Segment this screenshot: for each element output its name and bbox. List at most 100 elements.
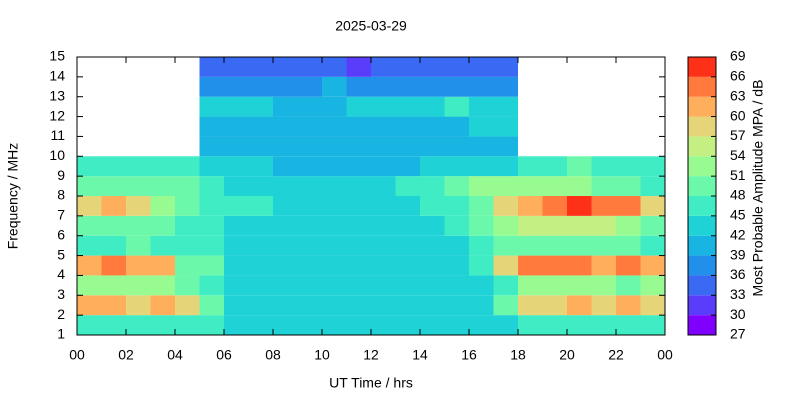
heatmap-cell: [371, 96, 396, 117]
heatmap-cell: [248, 57, 273, 77]
heatmap-cell: [248, 156, 273, 177]
heatmap-cell: [101, 156, 126, 177]
colorbar-label: Most Probable Amplitude MPA / dB: [750, 80, 766, 297]
heatmap-cell: [469, 215, 494, 236]
x-tick-label: 02: [118, 347, 134, 363]
heatmap-cell: [518, 196, 543, 216]
heatmap-cell: [322, 57, 347, 77]
heatmap-cell: [346, 57, 371, 77]
heatmap-cell: [346, 176, 371, 196]
heatmap-cell: [199, 136, 224, 157]
heatmap-cell: [371, 295, 396, 316]
heatmap-cell: [101, 255, 126, 276]
colorbar-tick-label: 63: [730, 87, 746, 103]
heatmap-cell: [346, 96, 371, 117]
heatmap-cell: [101, 196, 126, 216]
heatmap-cell: [567, 235, 592, 256]
heatmap-cell: [493, 196, 518, 216]
heatmap-cell: [395, 156, 420, 177]
heatmap-cell: [346, 196, 371, 216]
heatmap-cell: [322, 235, 347, 256]
colorbar-tick-label: 66: [730, 68, 746, 84]
heatmap-cell: [297, 295, 322, 316]
heatmap-cell: [199, 57, 224, 77]
heatmap-cell: [395, 116, 420, 137]
heatmap-cell: [126, 196, 151, 216]
heatmap-cell: [126, 255, 151, 276]
heatmap-cell: [616, 235, 641, 256]
heatmap-cell: [469, 116, 494, 137]
heatmap-cell: [469, 235, 494, 256]
x-tick-label: 14: [412, 347, 428, 363]
heatmap-cell: [77, 235, 102, 256]
heatmap-cell: [420, 196, 445, 216]
heatmap-cell: [297, 57, 322, 77]
heatmap-cell: [493, 57, 518, 77]
heatmap-cell: [444, 255, 469, 276]
heatmap-cell: [101, 215, 126, 236]
heatmap-cell: [199, 215, 224, 236]
heatmap-cell: [248, 116, 273, 137]
x-tick-label: 04: [167, 347, 183, 363]
y-tick-label: 6: [57, 226, 65, 242]
heatmap-cell: [199, 176, 224, 196]
heatmap-cell: [420, 255, 445, 276]
heatmap-cell: [444, 215, 469, 236]
heatmap-cell: [175, 295, 200, 316]
heatmap-cell: [591, 196, 616, 216]
heatmap-cell: [346, 215, 371, 236]
heatmap-cell: [616, 295, 641, 316]
heatmap-cell: [493, 315, 518, 335]
heatmap-cell: [371, 176, 396, 196]
heatmap-cell: [126, 275, 151, 296]
heatmap-cell: [224, 255, 249, 276]
heatmap-cell: [101, 315, 126, 335]
heatmap-cell: [150, 156, 175, 177]
heatmap-cell: [444, 275, 469, 296]
heatmap-cell: [346, 235, 371, 256]
heatmap-cell: [444, 76, 469, 97]
heatmap-cell: [199, 295, 224, 316]
heatmap-cell: [150, 315, 175, 335]
heatmap-cell: [297, 215, 322, 236]
heatmap-cell: [640, 315, 665, 335]
x-tick-label: 00: [69, 347, 85, 363]
heatmap-cell: [493, 176, 518, 196]
heatmap-cell: [395, 255, 420, 276]
heatmap-cell: [126, 295, 151, 316]
heatmap-cell: [395, 196, 420, 216]
heatmap-cell: [591, 315, 616, 335]
colorbar-band: [688, 156, 716, 177]
heatmap-cell: [395, 96, 420, 117]
heatmap-cell: [297, 196, 322, 216]
y-tick-label: 11: [50, 127, 65, 143]
heatmap-cell: [640, 176, 665, 196]
heatmap-cell: [420, 57, 445, 77]
heatmap-cell: [322, 156, 347, 177]
colorbar-band: [688, 275, 716, 296]
heatmap-cell: [126, 156, 151, 177]
x-tick-label: 00: [657, 347, 673, 363]
heatmap-cell: [199, 76, 224, 97]
heatmap-cell: [591, 215, 616, 236]
heatmap-cell: [248, 96, 273, 117]
heatmap-cell: [567, 275, 592, 296]
heatmap-cell: [101, 176, 126, 196]
heatmap-cell: [273, 275, 298, 296]
heatmap-cell: [199, 275, 224, 296]
heatmap-cell: [518, 176, 543, 196]
heatmap-cell: [420, 136, 445, 157]
heatmap-cell: [77, 196, 102, 216]
heatmap-cell: [493, 156, 518, 177]
heatmap-cell: [346, 315, 371, 335]
heatmap-cell: [297, 275, 322, 296]
heatmap-cell: [591, 255, 616, 276]
colorbar-tick-label: 54: [730, 147, 746, 163]
heatmap-cell: [420, 96, 445, 117]
heatmap-cell: [273, 215, 298, 236]
heatmap-cell: [542, 176, 567, 196]
heatmap-cell: [616, 315, 641, 335]
heatmap-cell: [542, 315, 567, 335]
heatmap-cell: [224, 315, 249, 335]
